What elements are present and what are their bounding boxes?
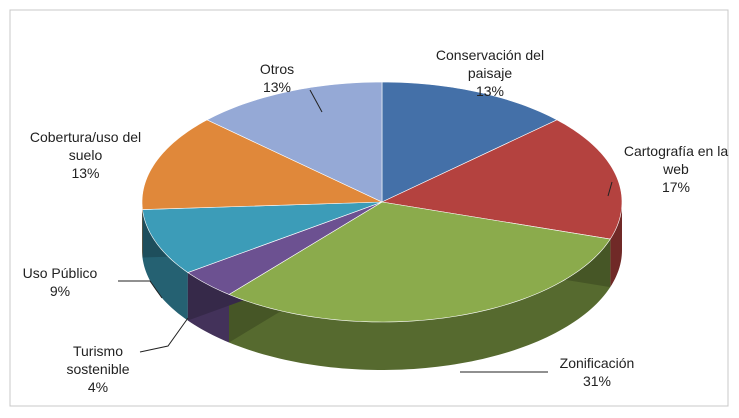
category-name: Turismo sostenible — [66, 343, 130, 377]
slice — [141, 119, 383, 210]
leader-line — [607, 181, 613, 197]
category-name: Zonificación — [559, 355, 635, 371]
slice — [381, 81, 558, 203]
slice-label: Cartografía en la web 17% — [612, 142, 739, 196]
slice-label: Cobertura/uso del suelo 13% — [23, 128, 148, 182]
category-name: Otros — [259, 61, 295, 77]
leader-line — [309, 89, 323, 113]
value-label: 9% — [49, 283, 71, 299]
leader-line — [118, 280, 163, 299]
value-label: 4% — [87, 379, 109, 395]
category-name: Conservación del paisaje — [435, 47, 545, 81]
value-label: 13% — [71, 165, 100, 181]
category-name: Cobertura/uso del suelo — [29, 129, 142, 163]
slice-label: Otros 13% — [212, 60, 342, 96]
value-label: 13% — [262, 79, 292, 95]
slice-label: Turismo sostenible 4% — [43, 342, 153, 396]
value-label: 31% — [582, 373, 612, 389]
slice — [187, 201, 383, 295]
slice-side — [229, 239, 611, 370]
slice-label: Uso Público 9% — [0, 264, 125, 300]
slice — [142, 201, 383, 273]
slice-side — [142, 209, 188, 321]
slice — [228, 201, 611, 323]
slice — [380, 119, 623, 240]
slice-side — [610, 202, 622, 288]
value-label: 13% — [475, 83, 505, 99]
slice-label: Conservación del paisaje 13% — [425, 46, 555, 100]
slice — [206, 81, 383, 203]
leader-line — [139, 317, 189, 353]
value-label: 17% — [661, 179, 691, 195]
category-name: Cartografía en la web — [623, 143, 729, 177]
slice-label: Zonificación 31% — [532, 354, 662, 390]
category-name: Uso Público — [22, 265, 98, 281]
